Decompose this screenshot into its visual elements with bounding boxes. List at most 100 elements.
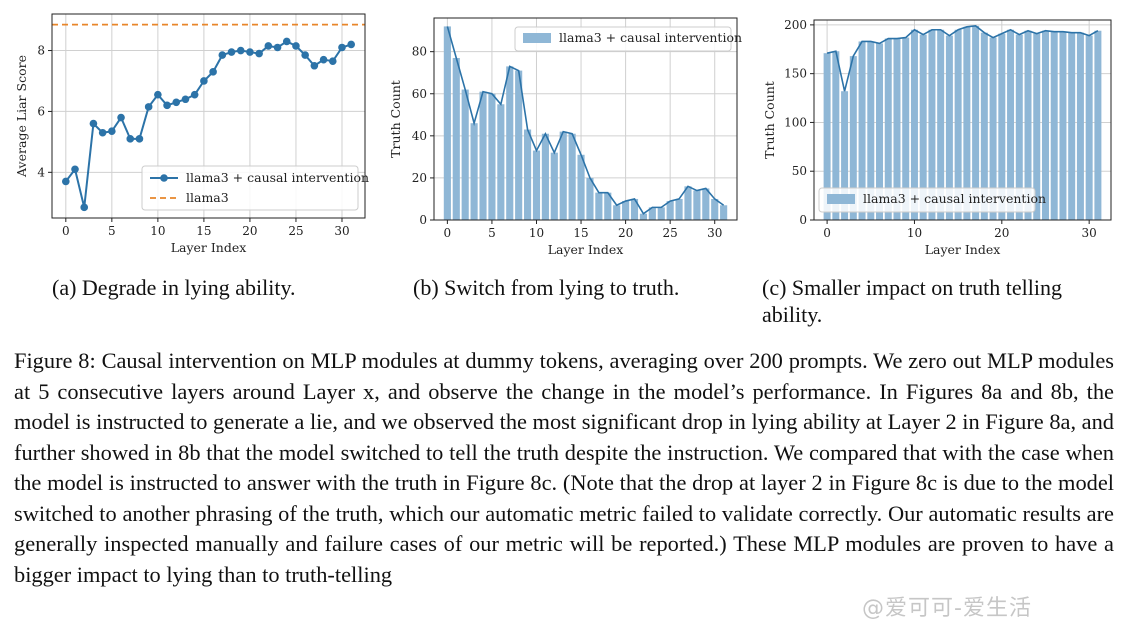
bar xyxy=(1076,32,1084,221)
bar xyxy=(479,91,487,220)
legend-label: llama3 + causal intervention xyxy=(186,170,369,185)
bar xyxy=(452,57,460,220)
figure-caption-label: Figure 8: xyxy=(14,348,96,373)
panel-a: 0 5 10 15 20 25 30 4 6 8 Layer Index Average Liar S… xyxy=(0,0,375,270)
watermark: @爱可可-爱生活 xyxy=(862,596,1032,621)
bar xyxy=(841,91,849,220)
bar xyxy=(622,201,630,220)
bar xyxy=(858,41,866,221)
series-line xyxy=(826,25,1099,92)
bar xyxy=(604,192,612,220)
y-tick-label: 200 xyxy=(784,18,807,32)
x-tick-label: 15 xyxy=(573,226,588,240)
data-point xyxy=(154,90,162,99)
bar xyxy=(577,154,585,220)
x-tick-label: 10 xyxy=(907,226,922,240)
bar xyxy=(630,198,639,220)
chart-c: 0 10 20 30 0 50 100 150 200 Layer Index Truth Coun… xyxy=(762,18,1112,257)
bar xyxy=(720,205,728,220)
data-point xyxy=(80,203,89,212)
bar xyxy=(684,186,692,220)
bar xyxy=(586,177,594,220)
x-axis-label: Layer Index xyxy=(171,240,247,255)
x-tick-label: 0 xyxy=(823,226,831,240)
bar xyxy=(1007,29,1015,220)
bar xyxy=(461,89,469,221)
data-point xyxy=(319,55,328,64)
bar xyxy=(613,205,621,220)
bar xyxy=(902,37,910,220)
data-point xyxy=(181,95,190,104)
data-point xyxy=(135,135,144,143)
data-point xyxy=(62,177,70,186)
bar xyxy=(919,34,927,220)
plot-frame xyxy=(433,17,738,221)
data-point xyxy=(108,127,116,136)
data-point xyxy=(190,90,199,99)
y-tick-label: 50 xyxy=(792,164,807,178)
x-tick-label: 30 xyxy=(707,226,722,240)
series-line xyxy=(446,26,725,215)
x-tick-label: 30 xyxy=(1082,226,1097,240)
x-tick-label: 15 xyxy=(196,224,211,238)
data-point xyxy=(126,135,135,143)
legend-label: llama3 + causal intervention xyxy=(863,191,1046,206)
x-tick-label: 30 xyxy=(334,224,349,238)
legend-bar-swatch xyxy=(523,33,551,43)
figure-caption-text: Causal intervention on MLP modules at du… xyxy=(14,348,1114,587)
data-point xyxy=(209,68,217,76)
bar xyxy=(666,201,674,220)
data-point xyxy=(292,42,300,50)
x-tick-label: 5 xyxy=(108,224,116,238)
bar xyxy=(657,207,665,220)
bar xyxy=(972,25,980,221)
legend-label: llama3 + causal intervention xyxy=(559,30,742,45)
data-point xyxy=(144,103,153,111)
chart-a: 0 5 10 15 20 25 30 4 6 8 Layer Index Average Liar S… xyxy=(14,13,369,255)
plot-frame xyxy=(813,19,1112,221)
bar xyxy=(954,29,962,220)
bar xyxy=(998,33,1006,220)
bar xyxy=(849,56,857,220)
x-tick-label: 20 xyxy=(618,226,633,240)
panel-b: 0 5 10 15 20 25 30 0 20 40 60 80 Layer Index Truth Co… xyxy=(378,0,756,270)
bar xyxy=(506,66,514,220)
legend-box xyxy=(818,187,1036,213)
y-tick-label: 40 xyxy=(412,129,427,143)
bar xyxy=(470,123,478,220)
bar xyxy=(823,53,831,220)
y-tick-label: 8 xyxy=(37,44,45,58)
bar xyxy=(515,70,523,221)
subcaption-b: (b) Switch from lying to truth. xyxy=(413,275,680,300)
bar xyxy=(1059,31,1067,220)
x-tick-label: 25 xyxy=(663,226,678,240)
data-point xyxy=(227,48,236,56)
figure-caption: Figure 8: Causal intervention on MLP mod… xyxy=(14,346,1114,590)
bar xyxy=(541,133,549,220)
y-tick-label: 4 xyxy=(37,165,45,179)
bar xyxy=(639,213,647,220)
bar xyxy=(1033,33,1041,220)
legend-bar-swatch xyxy=(827,194,855,204)
bar xyxy=(497,104,505,220)
panel-c: 0 10 20 30 0 50 100 150 200 Layer Index Truth Coun… xyxy=(756,0,1129,270)
bar xyxy=(595,192,603,220)
x-tick-label: 25 xyxy=(288,224,303,238)
y-tick-label: 6 xyxy=(37,104,45,118)
y-tick-label: 0 xyxy=(419,213,427,227)
bar xyxy=(1068,32,1076,221)
data-point xyxy=(172,98,181,107)
x-tick-label: 0 xyxy=(62,224,70,238)
bar xyxy=(524,129,532,220)
chart-b: 0 5 10 15 20 25 30 0 20 40 60 80 Layer Index Truth Co… xyxy=(388,17,742,257)
data-point xyxy=(163,101,171,110)
data-point xyxy=(328,57,337,65)
bar xyxy=(532,150,541,220)
bar xyxy=(1015,34,1023,220)
y-tick-label: 100 xyxy=(784,115,807,129)
data-point xyxy=(273,43,282,52)
data-point xyxy=(347,40,355,49)
bar xyxy=(1041,30,1049,221)
bar xyxy=(1050,31,1058,220)
data-point xyxy=(264,42,273,50)
